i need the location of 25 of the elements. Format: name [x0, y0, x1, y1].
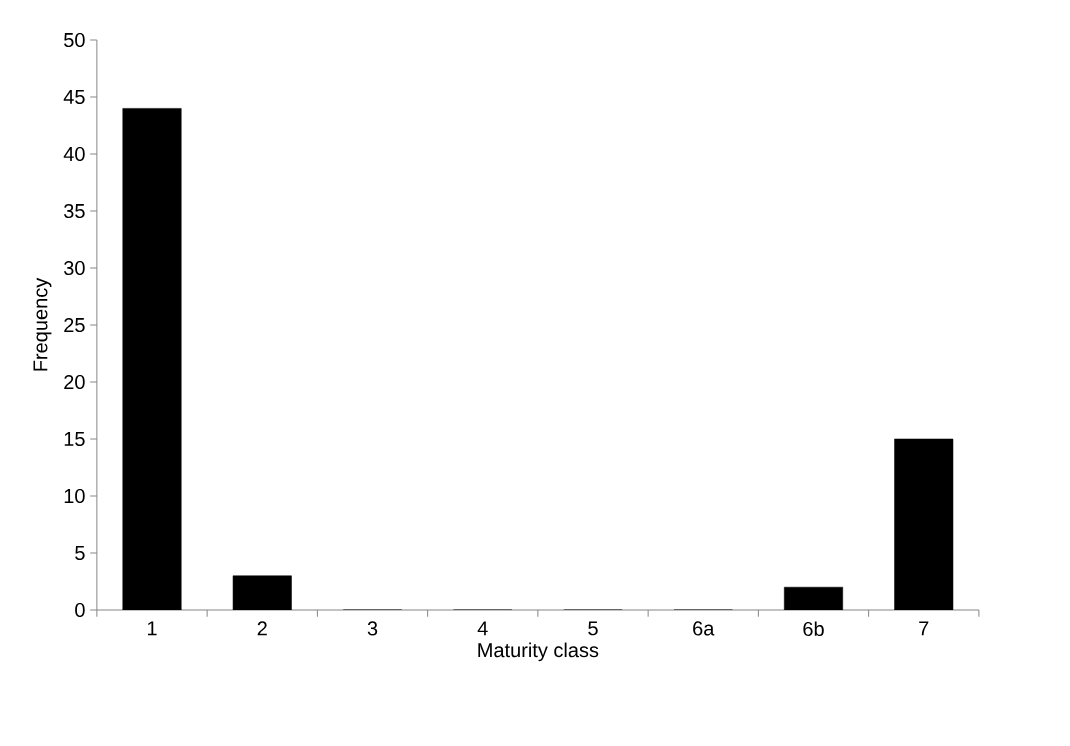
- y-tick-label: 40: [63, 146, 85, 162]
- y-tick-label: 15: [64, 432, 85, 446]
- y-tick-label: 30: [64, 260, 85, 276]
- y-tick-label: 10: [64, 488, 85, 504]
- y-tick-label: 25: [64, 317, 85, 333]
- y-axis-title: Frequency: [33, 277, 52, 371]
- x-tick-label: 7: [919, 621, 929, 636]
- bar: [232, 575, 292, 610]
- x-axis-title: Maturity class: [478, 642, 599, 662]
- bar: [784, 586, 843, 610]
- x-tick-label: 6a: [693, 621, 715, 636]
- x-tick-label: 6b: [803, 621, 824, 637]
- x-tick-label: 3: [367, 621, 378, 636]
- y-tick-label: 0: [75, 602, 85, 618]
- y-tick-label: 45: [63, 90, 85, 104]
- y-tick-label: 50: [64, 32, 85, 48]
- x-tick-label: 1: [147, 621, 157, 636]
- x-tick-label: 2: [257, 621, 267, 636]
- y-tick-label: 5: [75, 546, 85, 560]
- bar: [894, 438, 954, 610]
- bar: [122, 108, 182, 610]
- x-tick-label: 4: [477, 621, 488, 636]
- y-tick-label: 35: [64, 203, 85, 219]
- x-tick-label: 5: [588, 621, 598, 636]
- y-tick-label: 20: [64, 374, 85, 390]
